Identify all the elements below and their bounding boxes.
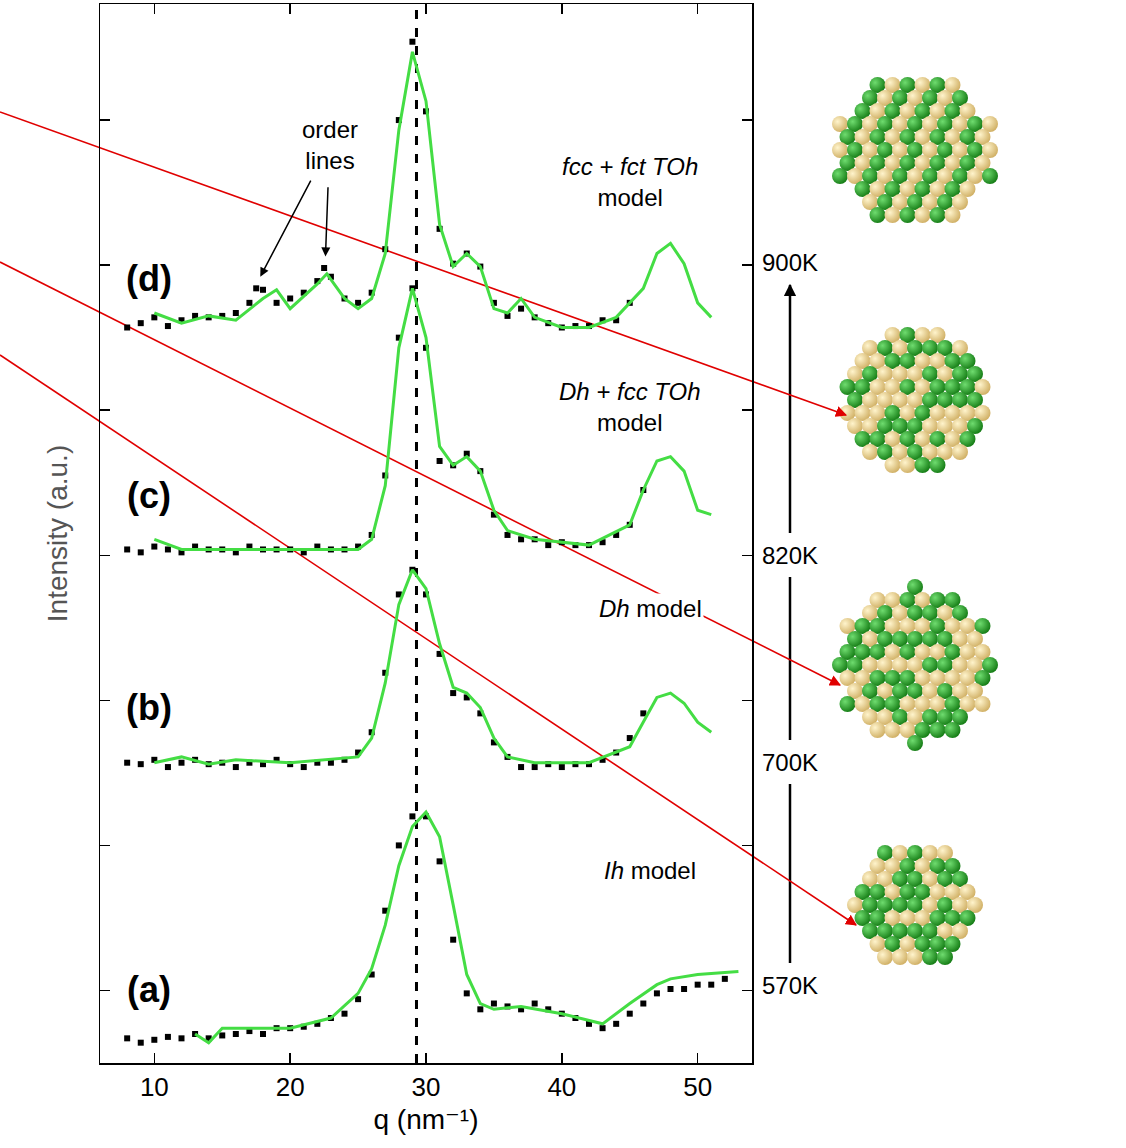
svg-text:(a): (a) (127, 969, 171, 1010)
svg-text:50: 50 (683, 1072, 712, 1102)
svg-text:q (nm⁻¹): q (nm⁻¹) (374, 1104, 479, 1135)
svg-text:orderlines: orderlines (302, 116, 358, 174)
svg-text:Dh + fcc TOhmodel: Dh + fcc TOhmodel (559, 378, 701, 436)
svg-text:Ih model: Ih model (604, 857, 696, 884)
svg-text:(d): (d) (126, 258, 172, 299)
svg-text:40: 40 (547, 1072, 576, 1102)
svg-text:900K: 900K (762, 249, 818, 276)
svg-text:(b): (b) (126, 687, 172, 728)
svg-text:Intensity (a.u.): Intensity (a.u.) (42, 445, 73, 622)
svg-text:30: 30 (412, 1072, 441, 1102)
svg-text:Dh model: Dh model (599, 595, 702, 622)
svg-text:20: 20 (276, 1072, 305, 1102)
svg-text:570K: 570K (762, 972, 818, 999)
svg-text:820K: 820K (762, 542, 818, 569)
svg-text:10: 10 (140, 1072, 169, 1102)
svg-text:fcc + fct TOhmodel: fcc + fct TOhmodel (562, 153, 698, 211)
svg-text:700K: 700K (762, 749, 818, 776)
svg-text:(c): (c) (127, 475, 171, 516)
